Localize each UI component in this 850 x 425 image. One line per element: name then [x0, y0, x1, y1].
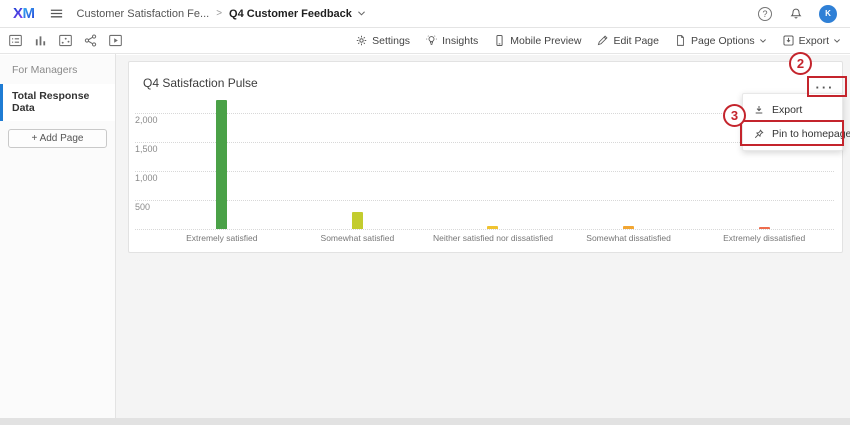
breadcrumb-dashboard[interactable]: Q4 Customer Feedback — [229, 8, 366, 20]
mobile-preview-button[interactable]: Mobile Preview — [493, 34, 581, 47]
x-axis-labels: Extremely satisfied Somewhat satisfied N… — [154, 233, 832, 243]
axis-baseline — [135, 229, 834, 230]
dashboard-canvas: Q4 Satisfaction Pulse ··· 2,000 1,500 1,… — [116, 55, 850, 418]
chart-bar-somewhat-satisfied — [351, 211, 363, 229]
view-toolbar — [8, 33, 123, 48]
chart-bar-neither — [487, 226, 499, 229]
form-view-icon[interactable] — [8, 33, 23, 48]
bar-chart — [154, 90, 832, 229]
chevron-down-icon — [357, 10, 366, 17]
gridline — [135, 200, 834, 201]
bar-chart-view-icon[interactable] — [33, 33, 48, 48]
settings-button[interactable]: Settings — [355, 34, 410, 47]
hamburger-menu-icon[interactable] — [49, 6, 64, 21]
media-view-icon[interactable] — [108, 33, 123, 48]
gridline — [135, 113, 834, 114]
x-axis-label: Neither satisfied nor dissatisfied — [432, 233, 553, 243]
download-icon — [755, 105, 763, 114]
x-axis-label: Extremely dissatisfied — [723, 233, 806, 243]
avatar[interactable]: K — [819, 4, 837, 23]
sidebar-section-label: For Managers — [12, 64, 78, 76]
chevron-down-icon — [833, 38, 841, 44]
y-axis-tick-label: 1,000 — [135, 173, 158, 183]
chevron-down-icon — [759, 38, 767, 44]
export-button[interactable]: Export — [782, 34, 841, 47]
xm-logo[interactable]: XM — [13, 5, 35, 22]
widget-menu-button[interactable]: ··· — [815, 80, 835, 95]
gridline — [135, 142, 834, 143]
add-page-button[interactable]: + Add Page — [8, 129, 107, 148]
widget-card: Q4 Satisfaction Pulse ··· 2,000 1,500 1,… — [128, 61, 843, 253]
chart-bar-extremely-dissatisfied — [758, 227, 770, 229]
top-header: XM Customer Satisfaction Fe... > Q4 Cust… — [0, 0, 850, 28]
y-axis-tick-label: 500 — [135, 202, 151, 212]
gridline — [135, 171, 834, 172]
phone-icon — [496, 34, 503, 47]
export-download-icon — [783, 35, 794, 46]
widget-context-menu: Export Pin to homepage — [742, 93, 850, 151]
x-axis-label: Somewhat dissatisfied — [586, 233, 671, 243]
menu-item-pin-to-homepage[interactable]: Pin to homepage — [743, 122, 850, 146]
scatter-view-icon[interactable] — [58, 33, 73, 48]
sidebar-item-total-response-data[interactable]: Total Response Data — [0, 84, 115, 121]
dashboard-toolbar: Settings Insights Mobile Preview Edit Pa… — [0, 28, 850, 54]
menu-item-export[interactable]: Export — [743, 98, 842, 122]
page-icon — [677, 35, 684, 46]
sidebar-divider — [115, 28, 116, 418]
page-actions: Settings Insights Mobile Preview Edit Pa… — [355, 34, 841, 47]
share-icon[interactable] — [83, 33, 98, 48]
breadcrumb: Customer Satisfaction Fe... > Q4 Custome… — [77, 8, 366, 20]
breadcrumb-dashboard-label: Q4 Customer Feedback — [229, 7, 352, 20]
pages-sidebar: For Managers Total Response Data + Add P… — [0, 55, 115, 418]
chart-bar-somewhat-dissatisfied — [623, 226, 635, 229]
x-axis-label: Somewhat satisfied — [320, 233, 395, 243]
gear-icon — [356, 35, 367, 46]
page-options-button[interactable]: Page Options — [674, 34, 767, 47]
widget-title: Q4 Satisfaction Pulse — [143, 76, 258, 90]
y-axis-tick-label: 2,000 — [135, 115, 158, 125]
lightbulb-icon — [426, 35, 437, 46]
chart-bar-extremely-satisfied — [216, 100, 228, 229]
y-axis-tick-label: 1,500 — [135, 144, 158, 154]
x-axis-label: Extremely satisfied — [186, 233, 258, 243]
breadcrumb-project[interactable]: Customer Satisfaction Fe... — [76, 7, 210, 20]
breadcrumb-separator: > — [216, 8, 223, 19]
insights-button[interactable]: Insights — [425, 34, 478, 47]
pencil-icon — [598, 35, 608, 46]
help-icon[interactable]: ? — [758, 6, 772, 21]
bottom-strip — [0, 418, 850, 425]
edit-page-button[interactable]: Edit Page — [596, 34, 659, 47]
bell-icon[interactable] — [789, 7, 803, 21]
pin-icon — [754, 129, 764, 139]
